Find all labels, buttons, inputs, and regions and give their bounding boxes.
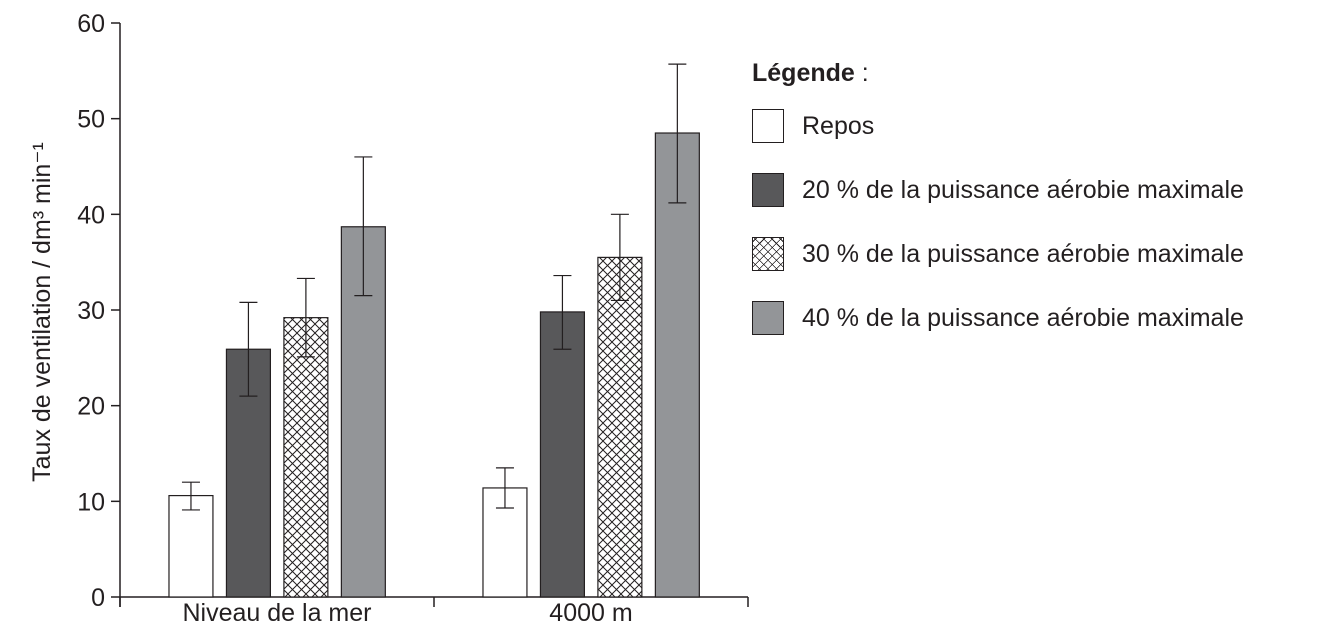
legend-title-suffix: : — [854, 59, 869, 87]
x-tick-label: 4000 m — [549, 599, 632, 625]
legend-items: Repos 20 % de la puissance aérobie maxima… — [752, 94, 1320, 350]
legend-label: Repos — [802, 111, 875, 140]
bar — [283, 317, 329, 598]
y-tick-label: 20 — [77, 393, 105, 421]
legend-item: 40 % de la puissance aérobie maximale — [752, 286, 1320, 350]
bar — [654, 132, 700, 598]
legend-title-text: Légende — [752, 59, 855, 87]
y-tick-label: 0 — [91, 584, 105, 612]
y-axis-label: Taux de ventilation / dm³ min⁻¹ — [28, 142, 56, 482]
legend-title: Légende : — [752, 52, 1320, 94]
y-tick-label: 50 — [77, 106, 105, 134]
bar — [597, 256, 643, 598]
bars — [168, 63, 700, 598]
legend: Légende : Repos 20 % de la puissance aéro… — [752, 52, 1320, 350]
x-tick-label: Niveau de la mer — [183, 599, 372, 625]
legend-label: 40 % de la puissance aérobie maximale — [802, 303, 1244, 332]
y-tick-label: 30 — [77, 297, 105, 325]
legend-item: 20 % de la puissance aérobie maximale — [752, 158, 1320, 222]
legend-item: 30 % de la puissance aérobie maximale — [752, 222, 1320, 286]
axes: 0 10 20 30 40 50 60 Niveau de la mer 4000 m — [77, 10, 749, 625]
legend-swatch — [752, 173, 784, 207]
legend-swatch — [752, 301, 784, 335]
legend-label: 30 % de la puissance aérobie maximale — [802, 239, 1244, 268]
y-tick-label: 40 — [77, 201, 105, 229]
bar — [168, 494, 214, 598]
y-tick-label: 60 — [77, 10, 105, 38]
legend-swatch — [752, 237, 784, 271]
legend-label: 20 % de la puissance aérobie maximale — [802, 175, 1244, 204]
y-tick-label: 10 — [77, 488, 105, 516]
legend-swatch — [752, 109, 784, 143]
legend-item: Repos — [752, 94, 1320, 158]
bar — [539, 311, 586, 598]
